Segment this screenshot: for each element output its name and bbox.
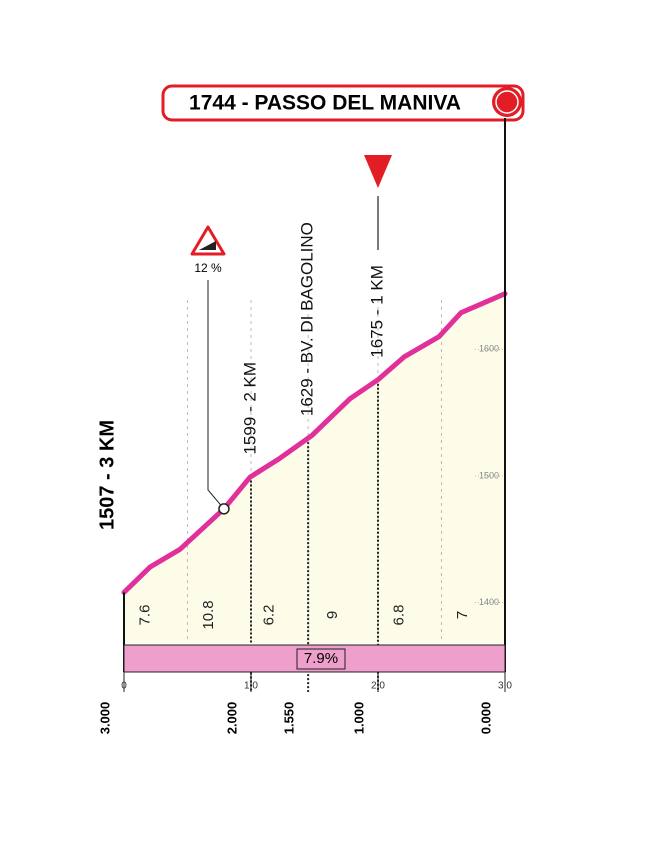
title-box xyxy=(161,84,525,122)
segment-gradient: 6.8 xyxy=(391,605,408,626)
km-marker-label: 1629 - BV. DI BAGOLINO xyxy=(298,222,317,416)
chart-title: 1744 - PASSO DEL MANIVA xyxy=(189,92,461,115)
y-tick-label: 1600 xyxy=(479,344,499,354)
profile-line xyxy=(121,291,508,595)
km-marker-label: 1675 - 1 KM xyxy=(367,265,386,358)
distance-label: 0.000 xyxy=(478,702,493,735)
segment-gradient: 6.2 xyxy=(261,605,278,626)
max-gradient-sign-slope xyxy=(199,241,216,250)
km-marker-label: 1599 - 2 KM xyxy=(240,362,259,455)
segment-gradient: 7 xyxy=(454,611,471,619)
segment-gradient: 7.6 xyxy=(137,605,154,626)
distance-label: 1.000 xyxy=(351,702,366,735)
max-gradient-label: 12 % xyxy=(194,261,222,275)
y-tick-label: 1400 xyxy=(479,597,499,607)
y-tick-label: 1500 xyxy=(479,470,499,480)
x-tick-label: 2.0 xyxy=(371,681,385,692)
average-label: 7.9% xyxy=(304,650,338,667)
x-tick-label: 0 xyxy=(121,681,127,692)
summit-icon-ring xyxy=(495,90,519,114)
distance-label: 2.000 xyxy=(224,702,239,735)
max-gradient-leader xyxy=(207,280,225,510)
start-label: 1507 - 3 KM xyxy=(96,420,118,530)
segment-gradient: 10.8 xyxy=(200,600,217,629)
max-gradient-point xyxy=(218,503,230,515)
area-fill xyxy=(124,293,505,643)
average-box xyxy=(296,648,346,670)
x-tick-label: 1.0 xyxy=(244,681,258,692)
segment-gradient: 9 xyxy=(324,611,341,619)
x-tick-label: 3.0 xyxy=(498,681,512,692)
distance-label: 1.550 xyxy=(282,702,297,735)
last-km-flag xyxy=(364,155,392,188)
distance-label: 3.000 xyxy=(97,702,112,735)
